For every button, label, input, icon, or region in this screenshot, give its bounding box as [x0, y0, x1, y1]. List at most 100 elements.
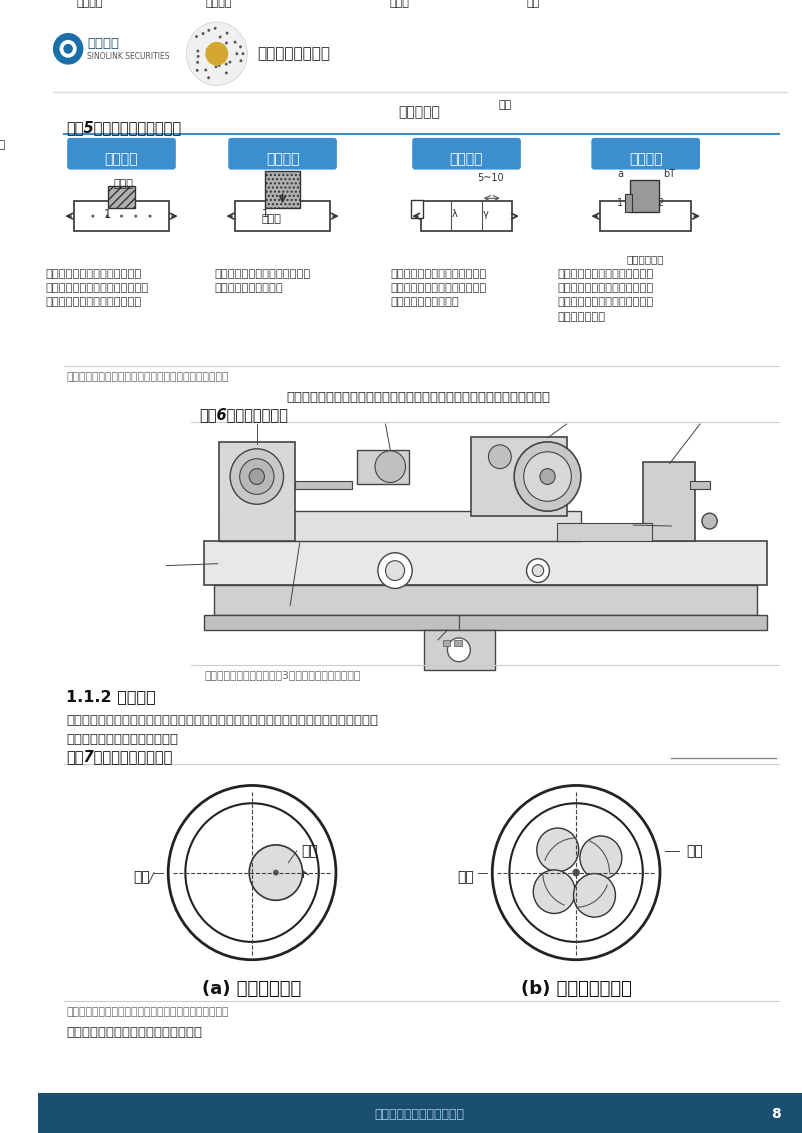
Circle shape	[148, 214, 152, 218]
Circle shape	[230, 449, 284, 504]
Circle shape	[106, 214, 108, 218]
FancyBboxPatch shape	[591, 138, 700, 170]
Circle shape	[63, 44, 73, 53]
Text: a: a	[617, 169, 623, 179]
Text: 纵向磨削: 纵向磨削	[105, 153, 138, 167]
Circle shape	[509, 803, 643, 942]
Text: 8: 8	[772, 1107, 781, 1122]
Circle shape	[378, 553, 412, 588]
Circle shape	[573, 869, 580, 877]
Bar	[421, 202, 512, 231]
Bar	[643, 461, 695, 540]
Text: 1: 1	[617, 198, 623, 208]
Text: 深切缓进: 深切缓进	[629, 153, 662, 167]
Bar	[630, 180, 659, 212]
Text: 来源：《机械加工工艺简明速查手册》，国金证券研究所: 来源：《机械加工工艺简明速查手册》，国金证券研究所	[67, 1007, 229, 1017]
Circle shape	[186, 22, 247, 85]
Text: 工件: 工件	[457, 870, 474, 885]
Circle shape	[702, 513, 717, 529]
Bar	[691, 482, 710, 489]
Circle shape	[185, 803, 318, 942]
Bar	[219, 442, 295, 540]
Bar	[205, 615, 767, 630]
Text: 外圆磨床主要由工件头架、砂轮架、尾座、工作台、床身等核心部件组成。: 外圆磨床主要由工件头架、砂轮架、尾座、工作台、床身等核心部件组成。	[287, 391, 551, 404]
Text: 砂轮: 砂轮	[687, 844, 703, 858]
Text: 尾座: 尾座	[527, 0, 540, 8]
Circle shape	[224, 58, 227, 61]
Circle shape	[218, 66, 221, 68]
Bar	[600, 202, 691, 231]
Circle shape	[273, 870, 279, 876]
Text: (b) 行星式内圆磨削: (b) 行星式内圆磨削	[520, 980, 631, 997]
Bar	[454, 640, 462, 646]
Bar	[205, 540, 767, 586]
Circle shape	[231, 48, 234, 51]
Circle shape	[224, 43, 226, 46]
Circle shape	[53, 33, 83, 65]
Circle shape	[537, 828, 579, 871]
FancyBboxPatch shape	[229, 138, 337, 170]
Bar	[557, 523, 652, 540]
Bar	[472, 437, 566, 517]
Circle shape	[236, 52, 239, 56]
Text: 图表6：外圆磨床结构: 图表6：外圆磨床结构	[200, 407, 289, 423]
Circle shape	[221, 63, 224, 66]
Text: 2: 2	[657, 198, 663, 208]
Text: 1: 1	[103, 207, 111, 221]
Bar	[443, 640, 450, 646]
Circle shape	[240, 459, 274, 494]
Circle shape	[580, 836, 622, 879]
Bar	[625, 195, 632, 212]
Text: 工作台: 工作台	[113, 179, 133, 189]
Text: 工件: 工件	[133, 870, 150, 885]
Text: 1.1.2 内圆磨床: 1.1.2 内圆磨床	[67, 689, 156, 705]
Text: 先用切入磨削法将工件进行分段
粗磨，然后用纵向磨削法在整个
长度上磨至尺寸要求。: 先用切入磨削法将工件进行分段 粗磨，然后用纵向磨削法在整个 长度上磨至尺寸要求。	[391, 269, 487, 307]
Text: 敬请参阅最后一页特别声明: 敬请参阅最后一页特别声明	[375, 1108, 465, 1121]
Text: bT: bT	[662, 169, 675, 179]
Bar	[38, 1093, 802, 1133]
Text: λ: λ	[452, 210, 458, 219]
Bar	[219, 511, 581, 540]
Text: 床身: 床身	[0, 139, 6, 150]
Text: 滑板: 滑板	[498, 100, 511, 110]
Bar	[214, 586, 757, 615]
Circle shape	[207, 40, 209, 42]
Text: (a) 普通内圆磨削: (a) 普通内圆磨削	[202, 980, 302, 997]
Circle shape	[533, 564, 544, 577]
Circle shape	[196, 43, 199, 46]
Circle shape	[233, 71, 236, 75]
Circle shape	[197, 60, 200, 63]
Circle shape	[215, 65, 217, 68]
Text: 扫码获取更多服务: 扫码获取更多服务	[257, 46, 330, 61]
Text: 工件头架: 工件头架	[77, 0, 103, 8]
Circle shape	[223, 37, 225, 41]
Circle shape	[213, 60, 216, 63]
Bar	[265, 171, 300, 208]
Bar	[74, 202, 169, 231]
Circle shape	[375, 451, 406, 483]
Text: SINOLINK SECURITIES: SINOLINK SECURITIES	[87, 52, 170, 61]
Circle shape	[199, 54, 201, 58]
Text: 内圆磨削方式主要包括中心内圆磨削、行星内圆磨削等，进给运动方式与外圆磨削类似，
分为纵向磨削法和切入磨削法。: 内圆磨削方式主要包括中心内圆磨削、行星内圆磨削等，进给运动方式与外圆磨削类似， …	[67, 714, 379, 747]
Text: 国金证券: 国金证券	[87, 37, 119, 50]
Circle shape	[135, 214, 137, 218]
Circle shape	[196, 68, 200, 71]
Text: 图表7：主要内圆磨削方式: 图表7：主要内圆磨削方式	[67, 749, 172, 764]
Circle shape	[91, 214, 95, 218]
Circle shape	[241, 52, 245, 56]
Circle shape	[205, 43, 208, 46]
Circle shape	[168, 785, 336, 960]
Text: 砂轮旋转，工件反向转动，砂轮
作连续横向进给运动。: 砂轮旋转，工件反向转动，砂轮 作连续横向进给运动。	[214, 269, 310, 293]
Circle shape	[205, 42, 229, 66]
Circle shape	[533, 870, 575, 913]
Text: 分段磨削: 分段磨削	[450, 153, 484, 167]
Bar	[235, 202, 330, 231]
Bar	[357, 450, 409, 485]
Text: 砂轮架: 砂轮架	[390, 0, 410, 8]
Circle shape	[386, 561, 404, 580]
Bar	[411, 201, 423, 218]
Text: 内圆磨具: 内圆磨具	[205, 0, 232, 8]
Text: 来源：《机械加工工艺简明速查手册》，国金证券研究所: 来源：《机械加工工艺简明速查手册》，国金证券研究所	[67, 372, 229, 382]
Text: γ: γ	[483, 210, 488, 219]
Text: 给磨削法。: 给磨削法。	[398, 105, 439, 119]
